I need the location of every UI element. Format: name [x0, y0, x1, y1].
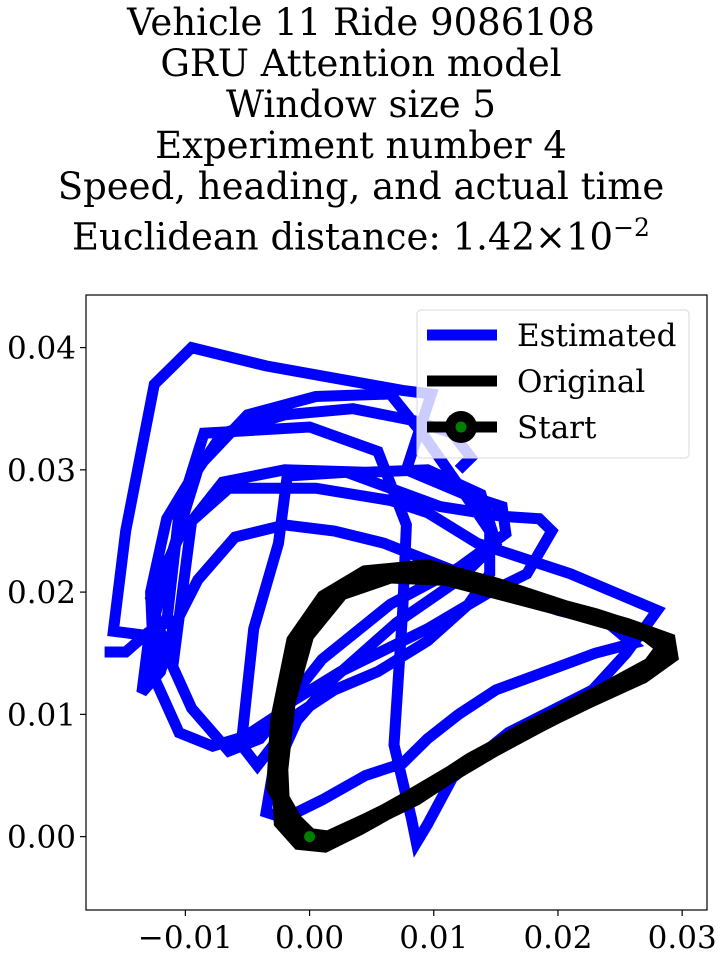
data-layer — [104, 341, 679, 858]
x-tick-label: 0.00 — [275, 920, 344, 956]
axes-frame — [85, 294, 708, 911]
plot-area — [104, 341, 679, 858]
y-tick-label: 0.02 — [7, 575, 76, 611]
title-line-4: Experiment number 4 — [155, 124, 567, 167]
x-tick-label: 0.01 — [399, 920, 468, 956]
legend-label-estimated: Estimated — [517, 318, 676, 354]
start-marker — [304, 831, 316, 843]
series-line-original — [266, 559, 679, 853]
tick-layer: −0.01 0.00 0.01 0.02 0.03 0.00 0.01 0.02 0.03 0.0… — [7, 331, 717, 956]
y-tick-label: 0.00 — [7, 820, 76, 856]
metric-base: 10 — [566, 215, 614, 259]
title-line-3: Window size 5 — [226, 83, 496, 126]
legend-label-original: Original — [517, 364, 645, 400]
y-tick-label: 0.01 — [7, 697, 76, 733]
y-tick-label: 0.04 — [7, 331, 76, 367]
title-line-6: Euclidean distance: 1.42×10−2 — [0, 207, 722, 257]
metric-label: Euclidean distance: 1.42 — [72, 215, 535, 259]
metric-exponent: −2 — [613, 213, 650, 242]
x-tick-label: 0.03 — [648, 920, 717, 956]
legend-start-dot — [455, 421, 467, 433]
y-tick-label: 0.03 — [7, 453, 76, 489]
x-tick-label: 0.02 — [523, 920, 592, 956]
title-line-5: Speed, heading, and actual time — [57, 165, 665, 208]
x-tick-label: −0.01 — [138, 920, 233, 956]
legend-label-start: Start — [517, 410, 597, 446]
legend: Estimated Original Start — [416, 309, 690, 459]
title-line-2: GRU Attention model — [160, 42, 562, 85]
legend-box — [416, 309, 690, 459]
title-line-1: Vehicle 11 Ride 9086108 — [127, 1, 595, 44]
chart-title: Vehicle 11 Ride 9086108 GRU Attention mo… — [0, 2, 722, 257]
metric-times: × — [534, 215, 566, 259]
